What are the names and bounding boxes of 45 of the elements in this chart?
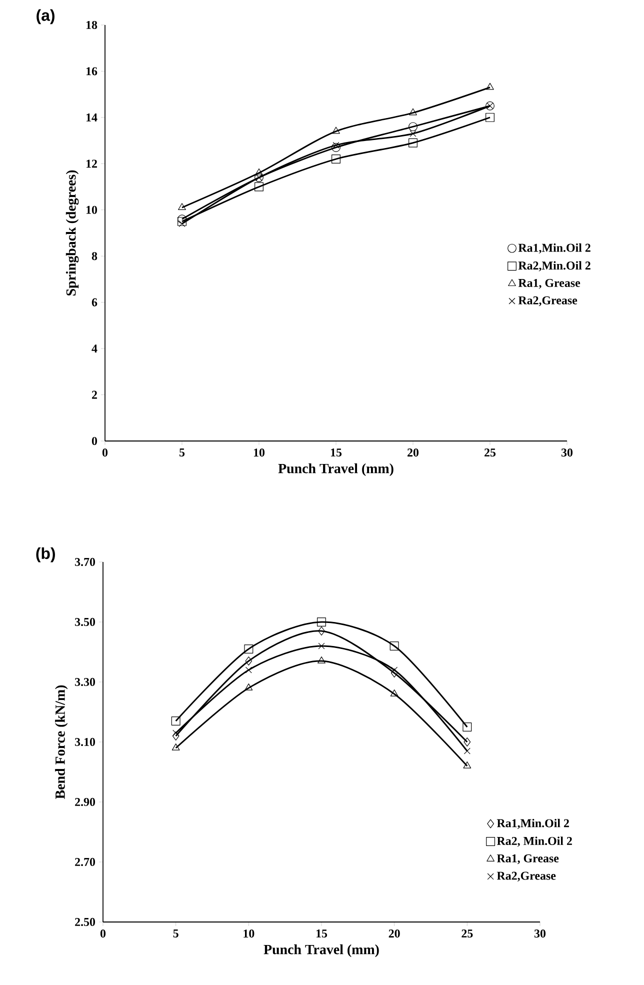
text: (b) <box>36 547 55 562</box>
y-tick-label: 8 <box>92 252 98 260</box>
legend-label: Ra1, Grease <box>518 278 580 289</box>
x-tick-label: 15 <box>316 930 328 938</box>
y-tick-label: 16 <box>86 67 98 76</box>
x-tick-label: 5 <box>173 930 178 938</box>
legend-label: Ra1, Grease <box>496 854 559 864</box>
legend-label: Ra1,Min.Oil 2 <box>518 243 590 254</box>
y-axis-title: Bend Force (kN/m) <box>55 685 68 799</box>
y-tick-label: 6 <box>92 298 98 306</box>
y-tick-label: 14 <box>86 113 98 122</box>
y-tick-label: 12 <box>86 160 97 168</box>
y-axis-title: Springback (degrees) <box>66 170 79 296</box>
x-tick-label: 5 <box>179 448 185 456</box>
x-axis-title: Punch Travel (mm) <box>264 944 379 958</box>
legend-label: Ra2, Min.Oil 2 <box>496 836 572 847</box>
x-tick-label: 20 <box>388 930 400 938</box>
x-tick-label: 25 <box>462 930 473 938</box>
y-tick-label: 3.10 <box>75 738 96 746</box>
y-tick-label: 18 <box>86 20 98 30</box>
x-axis-title: Punch Travel (mm) <box>278 463 394 476</box>
y-tick-label: 2.70 <box>75 858 96 866</box>
y-tick-label: 0 <box>92 436 98 446</box>
legend-label: Ra2,Min.Oil 2 <box>518 261 590 272</box>
legend-label: Ra2,Grease <box>518 296 578 306</box>
y-tick-label: 10 <box>86 206 98 214</box>
x-tick-label: 25 <box>484 448 496 457</box>
y-tick-label: 2.50 <box>75 918 96 926</box>
x-tick-label: 0 <box>100 930 106 938</box>
x-tick-label: 15 <box>330 448 342 457</box>
x-tick-label: 0 <box>102 448 108 457</box>
x-tick-label: 30 <box>561 448 573 457</box>
y-tick-label: 3.50 <box>75 618 96 626</box>
legend-label: Ra1,Min.Oil 2 <box>496 818 569 829</box>
x-tick-label: 10 <box>244 930 254 938</box>
y-tick-label: 2.90 <box>75 798 96 806</box>
text: (a) <box>36 9 54 24</box>
y-tick-label: 4 <box>92 344 98 352</box>
y-tick-label: 2 <box>92 390 97 399</box>
legend-label: Ra2,Grease <box>496 872 556 882</box>
x-tick-label: 30 <box>534 930 546 938</box>
x-tick-label: 20 <box>408 448 419 457</box>
y-tick-label: 3.70 <box>75 558 96 566</box>
x-tick-label: 10 <box>254 448 265 457</box>
y-tick-label: 3.30 <box>75 678 96 686</box>
